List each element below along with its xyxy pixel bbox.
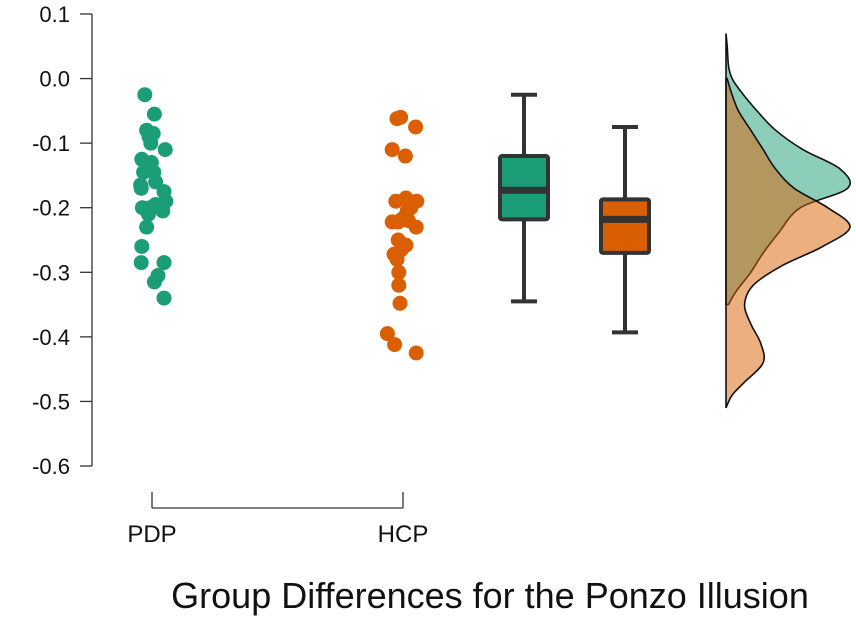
boxplot-layer xyxy=(498,92,651,335)
scatter-layer xyxy=(133,87,425,361)
data-point xyxy=(148,174,164,190)
y-tick-label: -0.3 xyxy=(32,260,70,285)
data-point xyxy=(146,106,162,122)
y-tick-label: 0.0 xyxy=(39,67,70,92)
data-point xyxy=(140,206,156,222)
data-point xyxy=(143,135,159,151)
y-tick-label: -0.5 xyxy=(32,389,70,414)
y-tick-label: -0.1 xyxy=(32,131,70,156)
data-point xyxy=(408,119,424,135)
data-point xyxy=(136,164,152,180)
data-point xyxy=(155,203,171,219)
data-point xyxy=(391,277,407,293)
data-point xyxy=(139,219,155,235)
data-point xyxy=(387,337,403,353)
data-point xyxy=(388,193,404,209)
density-curve xyxy=(725,77,851,409)
y-tick-label: -0.6 xyxy=(32,454,70,479)
data-point xyxy=(408,219,424,235)
data-point xyxy=(391,264,407,280)
density-layer xyxy=(725,33,851,409)
y-axis: 0.1 0.0 -0.1 -0.2 -0.3 -0.4 -0.5 -0.6 xyxy=(32,2,93,479)
x-tick-label: PDP xyxy=(127,521,176,548)
data-point xyxy=(384,214,400,230)
data-point xyxy=(389,111,405,127)
data-point xyxy=(389,251,405,267)
data-point xyxy=(157,142,173,158)
data-point xyxy=(392,295,408,311)
data-point xyxy=(379,326,395,342)
data-point xyxy=(133,255,149,271)
y-tick-label: -0.2 xyxy=(32,196,70,221)
y-tick-label: -0.4 xyxy=(32,325,70,350)
x-axis-label: Group Differences for the Ponzo Illusion xyxy=(171,575,809,616)
data-point xyxy=(408,345,424,361)
data-point xyxy=(397,148,413,164)
x-tick-label: HCP xyxy=(378,521,429,548)
data-point xyxy=(134,238,150,254)
y-tick-label: 0.1 xyxy=(39,2,70,27)
box-iqr xyxy=(599,197,651,255)
x-axis: PDP HCP xyxy=(127,492,428,548)
data-point xyxy=(146,274,162,290)
data-point xyxy=(384,142,400,158)
data-point xyxy=(156,290,172,306)
data-point xyxy=(133,180,149,196)
data-point xyxy=(137,87,153,103)
data-point xyxy=(156,255,172,271)
